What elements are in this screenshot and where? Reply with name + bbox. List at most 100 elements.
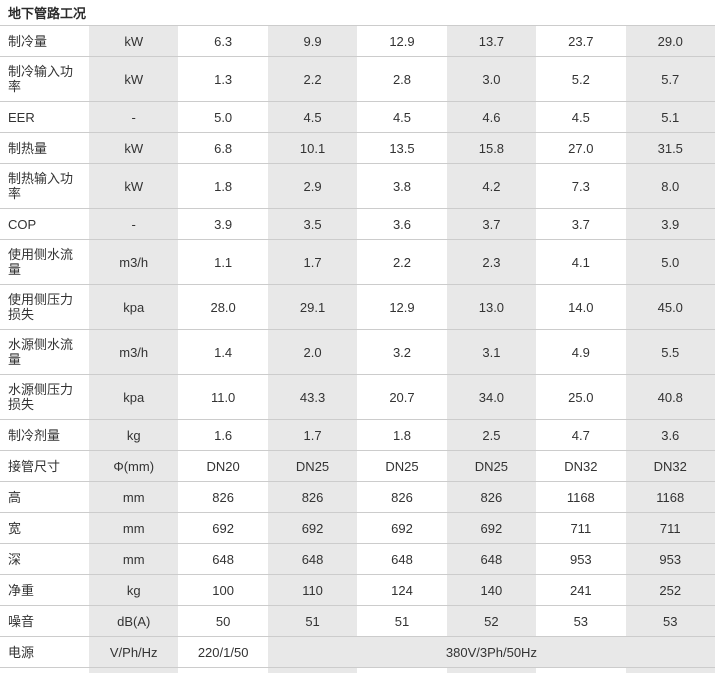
row-label: 制冷剂量 [0,419,89,451]
cell-value: 28.0 [178,284,268,330]
cell-value: 4.5 [267,101,358,133]
cell-value: DN25 [357,450,447,482]
cell-value: 110 [267,574,358,606]
cell-value: 4.9 [536,329,626,375]
cell-value: 3.6 [357,208,447,240]
table-row: 深 mm 648 648 648 648 953 953 [0,543,715,575]
cell-value: 53 [625,605,715,637]
cell-value: 53 [536,605,626,637]
cell-value: 3.1 [446,329,537,375]
cell-value: 692 [446,512,537,544]
cell-value: 3.5 [267,208,358,240]
cell-value: 2.3 [446,239,537,285]
row-label: 使用侧压力损失 [0,284,89,330]
cell-value: 23.7 [536,25,626,57]
row-label: 制冷量 [0,25,89,57]
cell-value: 1168 [536,481,626,513]
cell-value: 220/1/50 [178,636,268,668]
cell-value: 5.7 [625,56,715,102]
cell-value: 13.7 [446,25,537,57]
row-unit: m3/h [89,239,179,285]
cell-value: 3.6 [625,419,715,451]
cell-value: 648 [267,543,358,575]
cell-value: 1.1 [178,239,268,285]
cell-value: 12.9 [357,25,447,57]
row-unit: Φ(mm) [89,450,179,482]
cell-value: 27.0 [536,132,626,164]
cell-value: DN32 [536,450,626,482]
row-unit [89,667,179,673]
row-unit: kg [89,574,179,606]
cell-value: 4.1 [536,239,626,285]
cell-value: 252 [625,574,715,606]
cell-value: 5.1 [625,101,715,133]
cell-value: 826 [357,481,447,513]
cell-value: 15.8 [446,132,537,164]
row-unit: - [89,101,179,133]
cell-value: 5.5 [625,329,715,375]
table-row: 接管尺寸 Φ(mm) DN20 DN25 DN25 DN25 DN32 DN32 [0,450,715,482]
cell-value: 29.1 [267,284,358,330]
cell-value: 3.9 [178,208,268,240]
table-row: COP -3.9 3.5 3.6 3.7 3.7 3.9 [0,208,715,240]
cell-value: 25.0 [536,374,626,420]
row-label: 接管尺寸 [0,450,89,482]
cell-value: 52 [446,605,537,637]
row-unit: mm [89,481,179,513]
cell-value: 3.7 [446,208,537,240]
cell-value: 692 [178,512,268,544]
row-label [0,667,89,673]
cell-value: 6.3 [178,25,268,57]
cell-value [446,667,537,673]
cell-value: 50 [178,605,268,637]
row-label: 制热输入功率 [0,163,89,209]
cell-value: 648 [178,543,268,575]
row-unit: - [89,208,179,240]
row-unit: V/Ph/Hz [89,636,179,668]
row-label: 使用侧水流量 [0,239,89,285]
row-label: COP [0,208,89,240]
cell-value: 953 [625,543,715,575]
cell-value: 2.0 [267,329,358,375]
cell-value: 692 [357,512,447,544]
cell-value: 13.0 [446,284,537,330]
cell-value: 1168 [625,481,715,513]
table-row: 制热输入功率 kW 1.8 2.9 3.8 4.2 7.3 8.0 [0,163,715,209]
row-label: EER [0,101,89,133]
table-row: 使用侧压力损失 kpa 28.0 29.1 12.9 13.0 14.0 45.0 [0,284,715,330]
cell-value: 6.8 [178,132,268,164]
table-row: EER -5.0 4.5 4.5 4.6 4.5 5.1 [0,101,715,133]
row-label: 噪音 [0,605,89,637]
row-unit: kW [89,163,179,209]
cell-value: 826 [267,481,358,513]
row-unit: kW [89,132,179,164]
cell-value: 124 [357,574,447,606]
table-row: 制冷输入功率 kW 1.3 2.2 2.8 3.0 5.2 5.7 [0,56,715,102]
cell-value: 34.0 [446,374,537,420]
cell-value: 648 [357,543,447,575]
row-unit: kpa [89,284,179,330]
table-row: 使用侧水流量 m3/h 1.1 1.7 2.2 2.3 4.1 5.0 [0,239,715,285]
row-label: 电源 [0,636,89,668]
table-row: 制热量 kW 6.8 10.1 13.5 15.8 27.0 31.5 [0,132,715,164]
cell-value [178,667,268,673]
cell-value: 4.5 [536,101,626,133]
cell-value: 711 [536,512,626,544]
cell-value: 14.0 [536,284,626,330]
cell-value: DN25 [446,450,537,482]
row-unit: mm [89,512,179,544]
row-unit: m3/h [89,329,179,375]
section-title: 地下管路工况 [8,6,87,21]
cell-value: 3.9 [625,208,715,240]
row-unit: dB(A) [89,605,179,637]
cell-value: 10.1 [267,132,358,164]
cell-value: 5.2 [536,56,626,102]
cell-value [267,667,358,673]
cell-value: 2.9 [267,163,358,209]
cell-value: 100 [178,574,268,606]
cell-value: 1.4 [178,329,268,375]
cell-value: 51 [357,605,447,637]
row-label: 宽 [0,512,89,544]
row-label: 制冷输入功率 [0,56,89,102]
